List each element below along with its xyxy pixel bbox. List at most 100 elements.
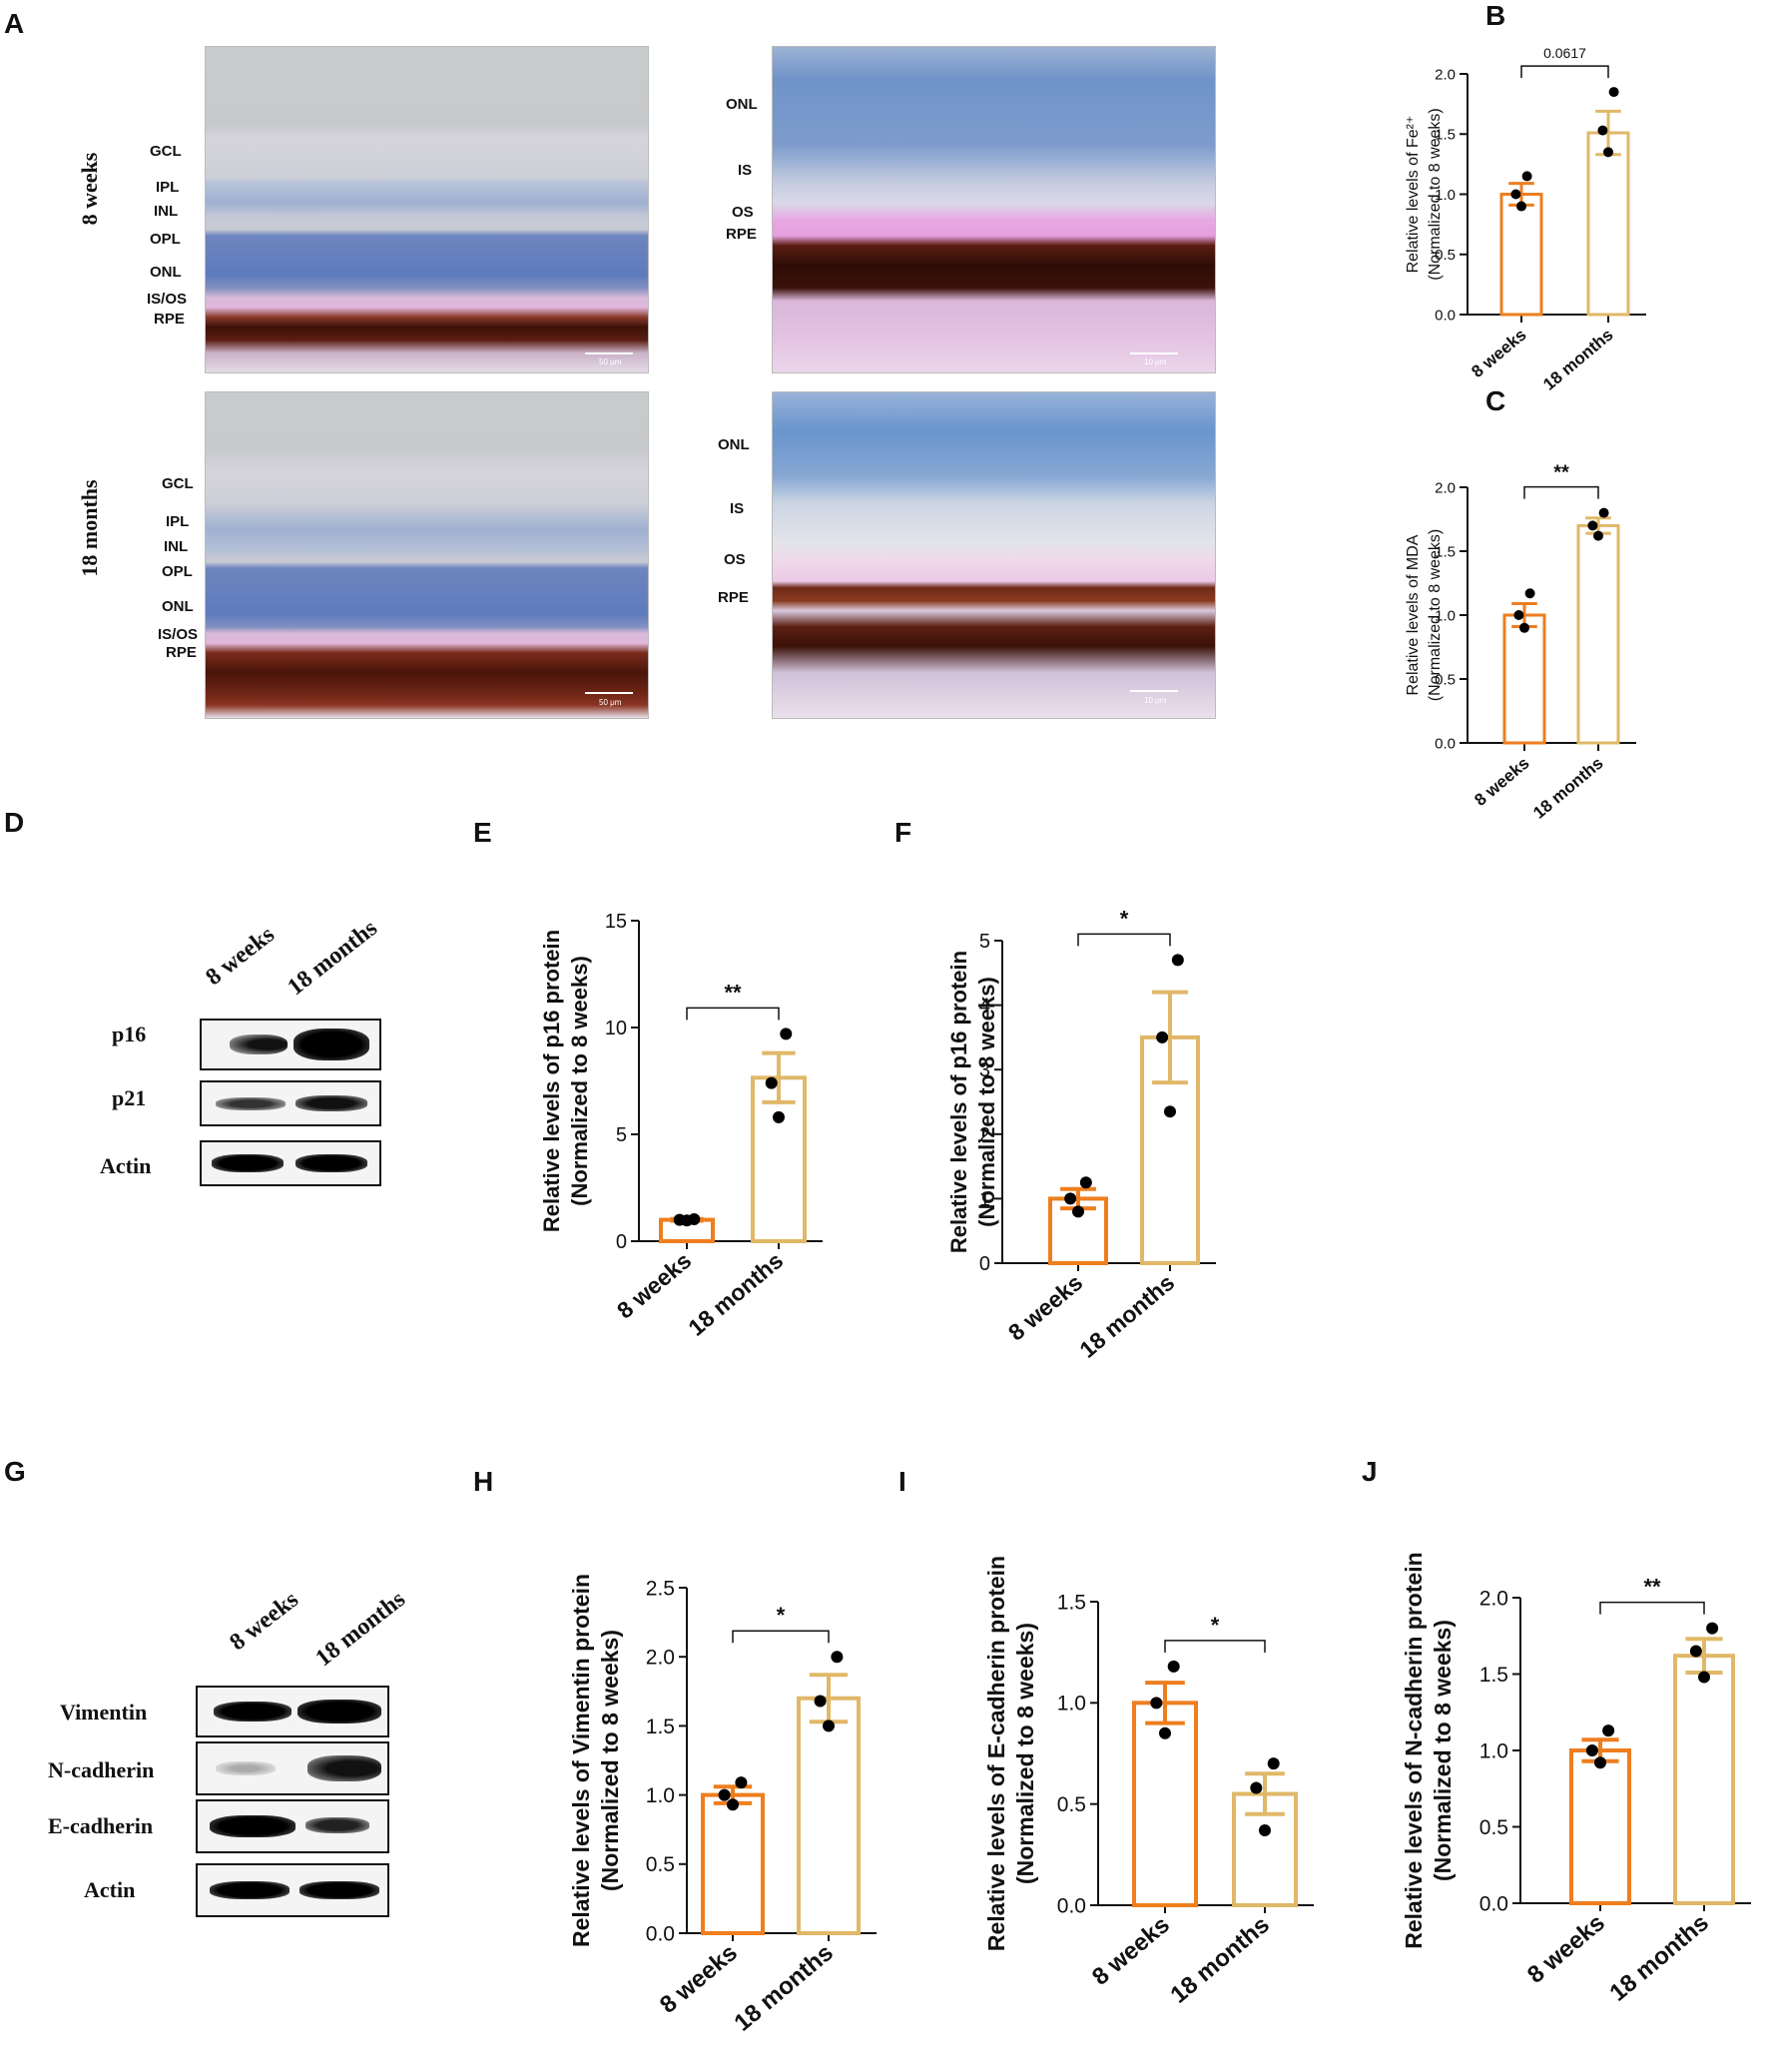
chart-h-data-point	[823, 1720, 835, 1732]
chart-b-tick-label: 1.0	[1435, 187, 1456, 204]
blot-band	[210, 1815, 295, 1837]
chart-b-tick-label: 0.5	[1435, 247, 1456, 264]
chart-b-data-point	[1516, 201, 1526, 212]
chart-i-data-point	[1250, 1781, 1263, 1794]
chart-c-data-point	[1524, 588, 1535, 599]
chart-e-data-point	[673, 1213, 686, 1226]
histology-18-months-overview: 50 μm	[205, 391, 649, 719]
chart-f-significance-label: *	[1120, 906, 1129, 931]
panel-letter-f: F	[894, 817, 912, 848]
chart-j-data-point	[1689, 1645, 1702, 1658]
chart-i-data-point	[1150, 1697, 1163, 1710]
blot-d-lane-actin	[200, 1140, 381, 1186]
layer-label-rpe: RPE	[718, 589, 749, 606]
layer-label-inl: INL	[164, 538, 189, 555]
chart-c-bar-months	[1576, 523, 1620, 745]
chart-b-y-label: (Normalized to 8 weeks)	[1427, 108, 1444, 281]
layer-label-opl: OPL	[150, 231, 181, 248]
chart-i-y-label: Relative levels of E-cadherin protein	[983, 1556, 1009, 1951]
chart-i-category-label: 18 months	[1166, 1911, 1275, 2009]
layer-label-rpe: RPE	[726, 226, 757, 243]
chart-b-data-point	[1510, 189, 1521, 200]
scale-label: 10 μm	[1144, 357, 1167, 366]
chart-j-data-point	[1594, 1756, 1606, 1769]
blot-d-label-actin: Actin	[100, 1153, 152, 1178]
chart-i-data-point	[1167, 1660, 1180, 1673]
panel-letter-g: G	[4, 1456, 26, 1487]
chart-b-data-point	[1597, 125, 1608, 136]
layer-label-onl: ONL	[718, 436, 750, 453]
chart-b-data-point	[1521, 171, 1532, 182]
chart-i-category-label: 8 weeks	[1087, 1911, 1175, 1991]
chart-i-tick-label: 1.5	[1057, 1591, 1086, 1614]
chart-j-significance-bracket	[1599, 1601, 1705, 1615]
blot-band	[212, 1154, 284, 1172]
chart-c-data-point	[1593, 530, 1603, 541]
chart-f-data-point	[1079, 1176, 1092, 1189]
chart-j-category-label: 18 months	[1605, 1909, 1714, 2007]
blot-d-lane-p16	[200, 1019, 381, 1070]
chart-f-tick-label: 4	[979, 996, 990, 1018]
chart-f-category-label: 8 weeks	[1003, 1269, 1087, 1346]
histology-18-months-detail: 10 μm	[772, 391, 1216, 719]
chart-h-tick-label: 0.0	[646, 1922, 675, 1945]
chart-e-data-point	[688, 1212, 701, 1225]
panel-letter-h: H	[473, 1466, 494, 1497]
chart-h-category-label: 8 weeks	[655, 1939, 743, 2019]
chart-i-significance-bracket	[1164, 1640, 1266, 1653]
layer-label-inl: INL	[154, 203, 179, 220]
chart-c-y-label: Relative levels of MDA	[1405, 534, 1422, 695]
chart-e-data-point	[780, 1028, 793, 1040]
chart-f-tick-label: 1	[979, 1188, 990, 1210]
layer-label-os: OS	[732, 204, 754, 221]
blot-d-label-p16: p16	[112, 1022, 147, 1046]
layer-label-gcl: GCL	[150, 143, 182, 160]
panel-letter-b: B	[1485, 0, 1506, 31]
blot-band	[295, 1095, 367, 1111]
scale-bar	[1130, 690, 1178, 692]
chart-e-category-label: 18 months	[683, 1247, 788, 1341]
chart-c-tick-label: 1.0	[1435, 607, 1456, 624]
chart-f-data-point	[1156, 1031, 1169, 1043]
layer-label-gcl: GCL	[162, 475, 194, 492]
layer-label-is: IS	[738, 162, 753, 179]
chart-e-data-point	[773, 1110, 785, 1123]
chart-j-data-point	[1698, 1671, 1710, 1684]
chart-j-significance-label: **	[1643, 1575, 1661, 1600]
chart-b-data-point	[1608, 87, 1619, 98]
chart-f-y-label: Relative levels of p16 protein	[946, 951, 971, 1253]
chart-e-y-label: (Normalized to 8 weeks)	[567, 956, 592, 1206]
chart-e-tick-label: 0	[616, 1231, 627, 1253]
chart-e-significance-label: **	[724, 980, 742, 1005]
blot-g-label-n-cadherin: N-cadherin	[48, 1757, 155, 1782]
chart-e-tick-label: 15	[605, 911, 627, 933]
chart-b-significance-label: 0.0617	[1543, 45, 1586, 61]
chart-b-tick-label: 1.5	[1435, 127, 1456, 144]
chart-f-data-point	[1164, 1105, 1176, 1118]
chart-f-tick-label: 0	[979, 1253, 990, 1275]
blot-g-lane-e-cadherin	[196, 1799, 389, 1853]
chart-h-tick-label: 2.0	[646, 1647, 675, 1670]
layer-label-onl: ONL	[726, 96, 758, 113]
chart-i-data-point	[1259, 1824, 1271, 1837]
chart-j-bar-months	[1673, 1654, 1735, 1906]
chart-j-data-point	[1706, 1622, 1719, 1635]
chart-e-bar-months	[751, 1075, 807, 1244]
blot-g-label-actin: Actin	[84, 1877, 136, 1902]
chart-b-y-label: Relative levels of Fe²⁺	[1405, 116, 1422, 274]
chart-h-tick-label: 1.5	[646, 1716, 675, 1738]
chart-h-y-label: Relative levels of Vimentin protein	[568, 1574, 594, 1947]
chart-h-data-point	[814, 1695, 827, 1708]
chart-h-data-point	[735, 1776, 748, 1789]
chart-f-category-label: 18 months	[1074, 1269, 1179, 1363]
chart-f-significance-bracket	[1077, 933, 1171, 947]
chart-f-data-point	[1064, 1192, 1077, 1205]
chart-c-data-point	[1519, 622, 1529, 633]
chart-c-data-point	[1598, 507, 1609, 518]
chart-j-data-point	[1585, 1744, 1598, 1756]
chart-j-y-label: (Normalized to 8 weeks)	[1430, 1620, 1456, 1881]
chart-j-bar-weeks	[1569, 1748, 1631, 1905]
chart-h-tick-label: 1.0	[646, 1784, 675, 1807]
layer-label-ipl: IPL	[156, 179, 180, 196]
